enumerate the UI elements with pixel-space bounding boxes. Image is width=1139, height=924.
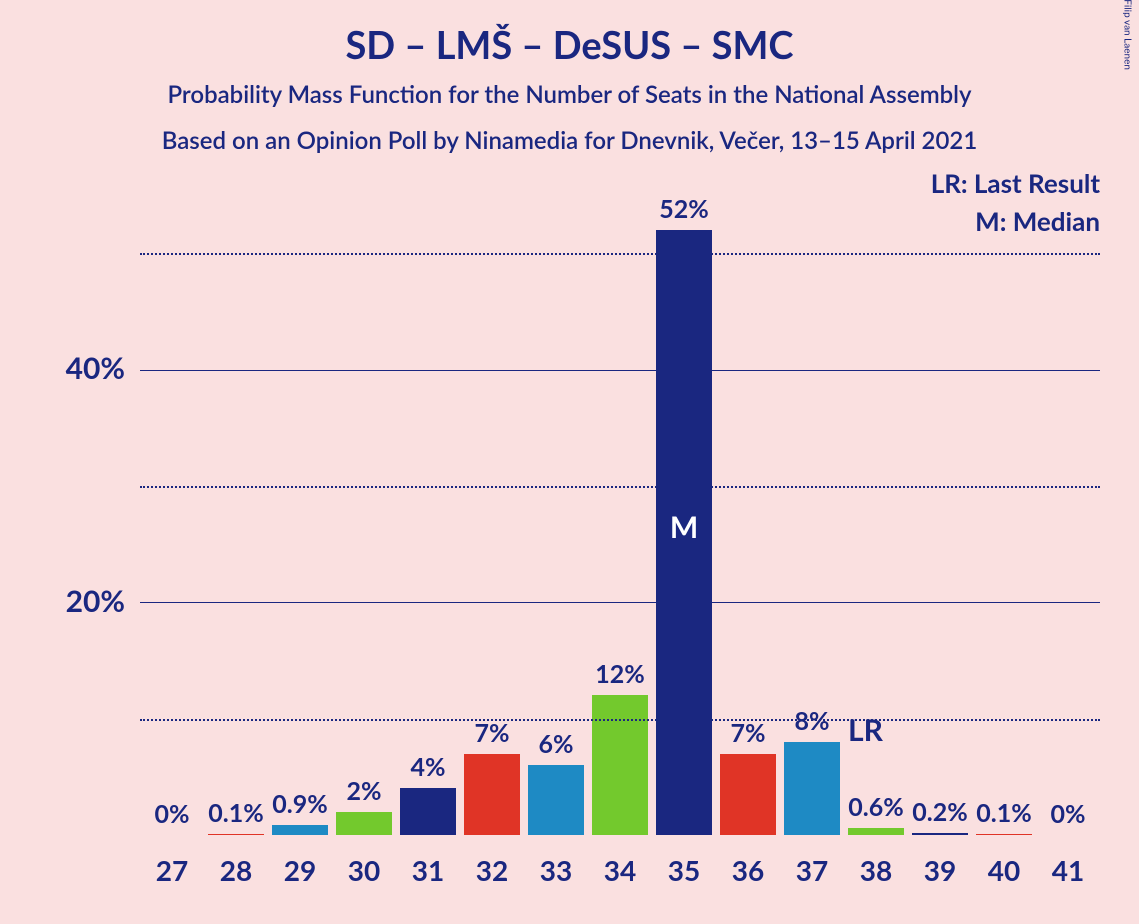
bar-value-label: 7% xyxy=(731,718,766,748)
legend-lr: LR: Last Result xyxy=(931,167,1100,199)
bar-slot: 0%27 xyxy=(140,195,204,835)
x-axis-label: 37 xyxy=(780,853,844,887)
x-axis-label: 36 xyxy=(716,853,780,887)
bar-slot: 0.2%39 xyxy=(908,195,972,835)
plot-area: 0%270.1%280.9%292%304%317%326%3312%3452%… xyxy=(140,195,1100,835)
bar xyxy=(464,754,519,835)
bar-value-label: 4% xyxy=(411,752,446,782)
bar xyxy=(976,834,1031,835)
x-axis-label: 34 xyxy=(588,853,652,887)
x-axis-label: 35 xyxy=(652,853,716,887)
bar-slot: 0.9%29 xyxy=(268,195,332,835)
bar-slot: 6%33 xyxy=(524,195,588,835)
bar-value-label: 12% xyxy=(595,659,645,689)
bar-value-label: 0% xyxy=(1051,799,1086,829)
gridline-major xyxy=(140,370,1100,371)
bar xyxy=(912,833,967,835)
x-axis-label: 30 xyxy=(332,853,396,887)
x-axis-label: 32 xyxy=(460,853,524,887)
last-result-marker: LR xyxy=(848,712,883,748)
bar-slot: 0.1%40 xyxy=(972,195,1036,835)
chart-canvas: SD – LMŠ – DeSUS – SMC Probability Mass … xyxy=(0,0,1139,924)
bar xyxy=(848,828,903,835)
bar-slot: 0%41 xyxy=(1036,195,1100,835)
legend-m: M: Median xyxy=(975,205,1100,237)
chart-subtitle-1: Probability Mass Function for the Number… xyxy=(0,80,1139,109)
bar-value-label: 0.1% xyxy=(208,798,263,828)
bar xyxy=(784,742,839,835)
x-axis-label: 27 xyxy=(140,853,204,887)
bar-value-label: 0.9% xyxy=(272,789,327,819)
gridline-major xyxy=(140,602,1100,603)
gridline-minor xyxy=(140,719,1100,721)
bar xyxy=(336,812,391,835)
bar-value-label: 6% xyxy=(539,729,574,759)
bar-slot: 0.1%28 xyxy=(204,195,268,835)
bar-value-label: 2% xyxy=(347,776,382,806)
chart-title: SD – LMŠ – DeSUS – SMC xyxy=(0,22,1139,68)
median-marker: M xyxy=(670,509,698,545)
bar xyxy=(272,825,327,835)
bar-value-label: 0.1% xyxy=(976,798,1031,828)
bar-slot: 12%34 xyxy=(588,195,652,835)
bar-slot: 2%30 xyxy=(332,195,396,835)
gridline-minor xyxy=(140,486,1100,488)
x-axis-label: 41 xyxy=(1036,853,1100,887)
x-axis-label: 40 xyxy=(972,853,1036,887)
bar-value-label: 52% xyxy=(659,194,709,224)
bars-container: 0%270.1%280.9%292%304%317%326%3312%3452%… xyxy=(140,195,1100,835)
bar xyxy=(720,754,775,835)
bar-value-label: 0.2% xyxy=(912,797,967,827)
bar xyxy=(528,765,583,835)
bar-slot: 4%31 xyxy=(396,195,460,835)
bar-value-label: 7% xyxy=(475,718,510,748)
x-axis-label: 31 xyxy=(396,853,460,887)
x-axis-label: 38 xyxy=(844,853,908,887)
copyright-text: © 2021 Filip van Laenen xyxy=(1121,0,1133,70)
bar-value-label: 8% xyxy=(795,706,830,736)
chart-subtitle-2: Based on an Opinion Poll by Ninamedia fo… xyxy=(0,126,1139,155)
bar-slot: 7%32 xyxy=(460,195,524,835)
bar xyxy=(400,788,455,835)
bar-slot: 8%37 xyxy=(780,195,844,835)
x-axis-label: 33 xyxy=(524,853,588,887)
x-axis-label: 29 xyxy=(268,853,332,887)
bar-slot: 7%36 xyxy=(716,195,780,835)
gridline-minor xyxy=(140,253,1100,255)
bar-value-label: 0.6% xyxy=(848,792,903,822)
bar-value-label: 0% xyxy=(155,799,190,829)
bar xyxy=(592,695,647,835)
y-axis-label: 20% xyxy=(20,583,125,619)
bar-slot: 52%M35 xyxy=(652,195,716,835)
x-axis-label: 39 xyxy=(908,853,972,887)
y-axis-label: 40% xyxy=(20,350,125,386)
x-axis-label: 28 xyxy=(204,853,268,887)
bar xyxy=(208,834,263,835)
